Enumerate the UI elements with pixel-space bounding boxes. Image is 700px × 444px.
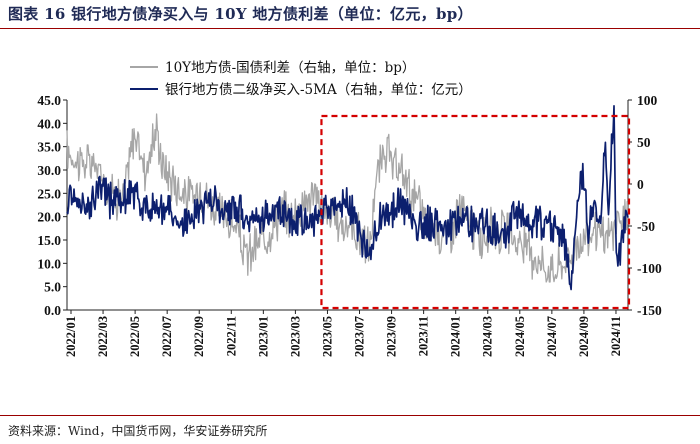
x-tick-label: 2024/03 bbox=[481, 316, 495, 357]
chart-canvas: 10Y地方债-国债利差（右轴，单位：bp） 银行地方债二级净买入-5MA（右轴，… bbox=[37, 60, 662, 357]
left-tick-label: 0.0 bbox=[44, 303, 61, 318]
right-tick-label: -50 bbox=[637, 219, 655, 234]
right-tick-label: 0 bbox=[637, 177, 644, 192]
figure-title: 图表 16 银行地方债净买入与 10Y 地方债利差（单位：亿元，bp） bbox=[8, 5, 473, 23]
x-tick-label: 2024/01 bbox=[449, 316, 463, 357]
left-tick-label: 10.0 bbox=[37, 256, 61, 271]
x-tick-label: 2022/05 bbox=[128, 316, 142, 357]
x-tick-label: 2022/11 bbox=[224, 316, 238, 356]
x-tick-label: 2023/07 bbox=[353, 316, 367, 357]
left-tick-label: 15.0 bbox=[37, 233, 61, 248]
left-tick-label: 45.0 bbox=[37, 93, 61, 108]
left-tick-label: 40.0 bbox=[37, 116, 61, 131]
right-tick-label: -150 bbox=[637, 303, 662, 318]
x-tick-label: 2024/07 bbox=[545, 316, 559, 357]
left-tick-label: 20.0 bbox=[37, 210, 61, 225]
legend-label-buy: 银行地方债二级净买入-5MA（右轴，单位：亿元） bbox=[165, 82, 472, 98]
x-tick-label: 2022/03 bbox=[96, 316, 110, 357]
right-tick-label: 50 bbox=[637, 135, 651, 150]
left-tick-label: 5.0 bbox=[44, 280, 61, 295]
legend: 10Y地方债-国债利差（右轴，单位：bp） 银行地方债二级净买入-5MA（右轴，… bbox=[130, 60, 472, 98]
bottom-rule bbox=[0, 415, 700, 416]
x-tick-label: 2023/03 bbox=[288, 316, 302, 357]
series-layer bbox=[66, 105, 629, 291]
axes: 0.0 5.0 10.0 15.0 20.0 25.0 30.0 35.0 40.0 45.0 -1… bbox=[37, 93, 662, 357]
right-tick-label: 100 bbox=[637, 93, 658, 108]
x-tick-label: 2022/09 bbox=[192, 316, 206, 357]
legend-label-spread: 10Y地方债-国债利差（右轴，单位：bp） bbox=[165, 60, 415, 76]
x-tick-label: 2024/11 bbox=[609, 316, 623, 356]
series-line-spread bbox=[66, 113, 629, 283]
left-tick-label: 35.0 bbox=[37, 140, 61, 155]
x-tick-label: 2023/11 bbox=[417, 316, 431, 356]
x-tick-label: 2023/09 bbox=[385, 316, 399, 357]
x-tick-label: 2024/05 bbox=[513, 316, 527, 357]
x-tick-label: 2024/09 bbox=[577, 316, 591, 357]
title-rule bbox=[0, 28, 700, 29]
right-tick-label: -100 bbox=[637, 261, 662, 276]
x-tick-label: 2023/01 bbox=[256, 316, 270, 357]
highlight-box bbox=[320, 114, 631, 310]
x-tick-label: 2022/07 bbox=[160, 316, 174, 357]
series-line-buy bbox=[66, 105, 629, 291]
left-tick-label: 30.0 bbox=[37, 163, 61, 178]
x-tick-label: 2023/05 bbox=[320, 316, 334, 357]
x-tick-label: 2022/01 bbox=[64, 316, 78, 357]
source-note: 资料来源：Wind，中国货币网，华安证券研究所 bbox=[8, 424, 268, 438]
left-tick-label: 25.0 bbox=[37, 186, 61, 201]
